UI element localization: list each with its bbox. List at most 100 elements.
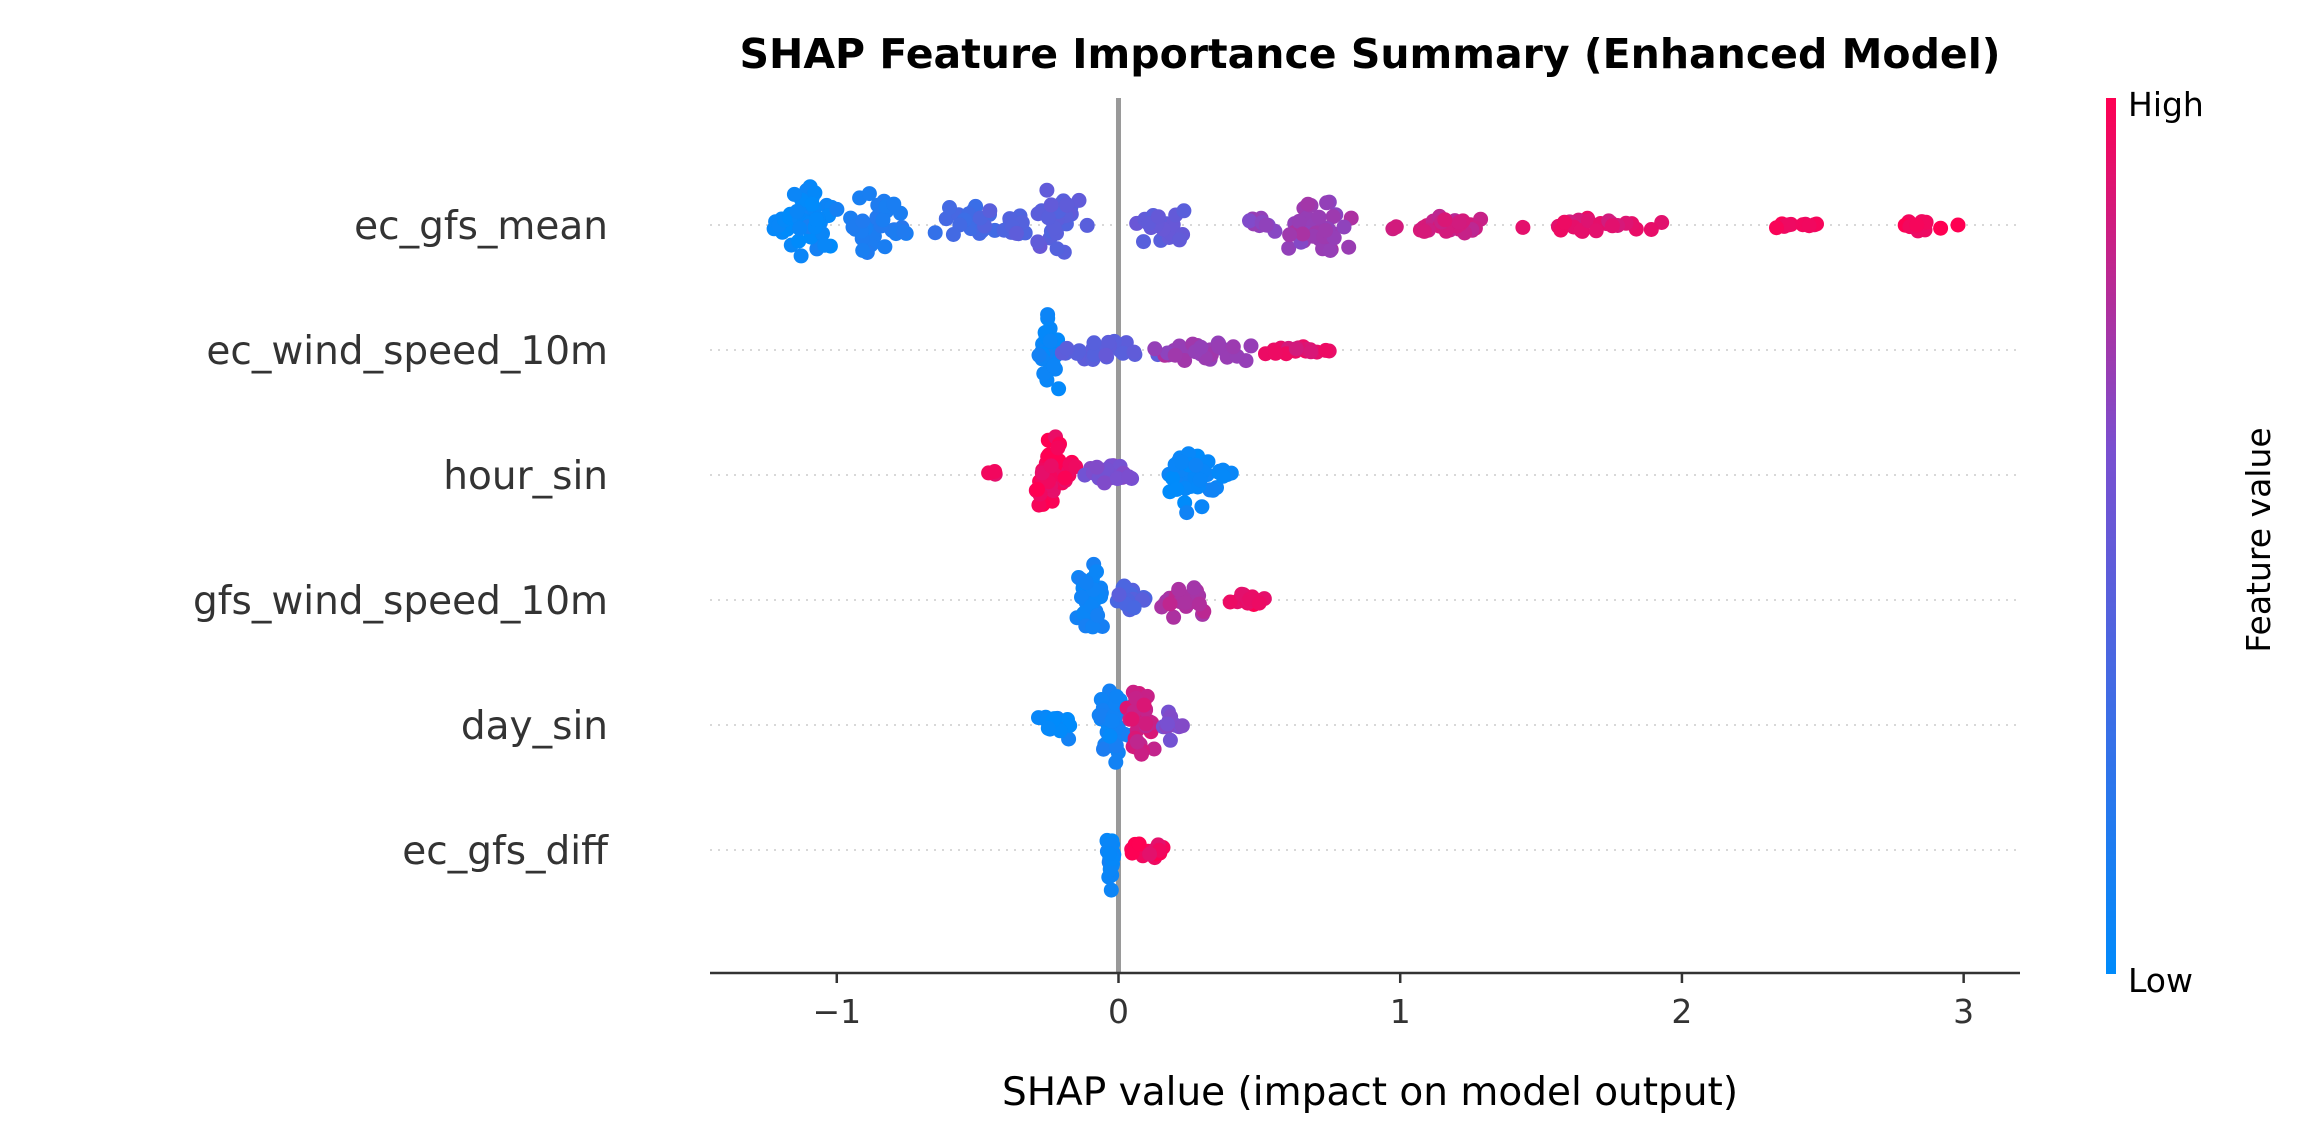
shap-point [1100,334,1116,350]
shap-point [1131,836,1147,852]
shap-point [1057,470,1073,486]
shap-point [1194,499,1210,515]
shap-point [1103,882,1119,898]
shap-point [1341,239,1357,255]
shap-point [1098,347,1114,363]
feature-points-ec_wind_speed_10m [1031,307,1337,397]
feature-labels: ec_gfs_mean ec_wind_speed_10m hour_sin gfs_… [193,204,609,874]
feature-label: day_sin [461,704,608,749]
shap-point [1108,754,1124,770]
shap-point [896,224,912,240]
shap-point [1030,234,1046,250]
shap-point [1192,472,1208,488]
x-tick-label: 0 [1108,992,1129,1031]
shap-point [1437,212,1453,228]
shap-point [1171,581,1187,597]
shap-point [1136,697,1152,713]
shap-point [1225,339,1241,355]
shap-point [1040,720,1056,736]
shap-point [1079,217,1095,233]
shap-point [786,186,802,202]
shap-point [1030,481,1045,497]
feature-points-ec_gfs_diff [1099,832,1171,898]
shap-point [1167,347,1183,363]
shap-point [1043,197,1059,213]
shap-point [1604,218,1620,234]
shap-point [1051,381,1067,397]
shap-point [1300,196,1316,212]
chart-title: SHAP Feature Importance Summary (Enhance… [739,30,2000,78]
shap-point [1115,345,1131,361]
shap-point [1188,457,1204,473]
shap-point [1074,589,1089,605]
shap-point [1288,341,1304,357]
shap-point [1096,741,1111,757]
shap-point [875,212,891,228]
shap-point [1176,203,1192,219]
shap-point [1281,240,1297,256]
shap-point [1191,596,1207,612]
shap-point [1129,734,1145,750]
shap-point [1336,219,1352,235]
shap-point [1138,716,1154,732]
shap-point [1089,459,1105,475]
feature-points-hour_sin [981,429,1239,521]
shap-point [1046,358,1062,374]
shap-point [1451,214,1467,230]
shap-point [855,243,871,258]
shap-point [1416,223,1432,239]
shap-point [1258,217,1274,233]
feature-points-day_sin [1031,683,1190,770]
shap-point [1121,469,1137,485]
colorbar-high-label: High [2128,85,2204,124]
shap-point [808,212,824,228]
shap-point [1172,232,1187,248]
shap-point [1282,227,1298,243]
shap-point [927,225,943,241]
shap-point [1104,713,1120,729]
feature-label: hour_sin [443,454,608,499]
shap-point [1071,192,1087,208]
shap-point [1126,344,1142,360]
shap-point [1291,213,1307,229]
shap-point [1322,243,1338,258]
shap-point [793,248,809,264]
shap-point [1251,595,1267,611]
feature-points-ec_gfs_mean [766,179,1966,264]
shap-point [1096,475,1112,491]
shap-point [1268,345,1284,361]
shap-point [1933,220,1949,236]
shap-point [855,213,871,229]
shap-point [1078,575,1094,591]
shap-point [791,233,807,249]
shap-point [1089,564,1104,580]
shap-point [1102,846,1117,862]
shap-point [829,201,845,217]
x-axis-label: SHAP value (impact on model output) [1002,1070,1738,1115]
shap-point [1086,335,1102,351]
shap-point [942,200,957,215]
shap-point [1169,481,1185,497]
shap-point [807,185,823,201]
feature-guide-lines [710,224,2020,851]
shap-point [1052,723,1068,739]
shap-point [1909,217,1925,233]
shap-point [1311,209,1327,225]
shap-point [1780,217,1796,233]
shap-point [1040,210,1056,226]
shap-point [1124,711,1140,727]
x-tick-label: 1 [1390,992,1411,1031]
shap-point [1147,341,1163,357]
shap-point [1102,728,1118,744]
shap-point [1111,587,1127,603]
shap-point [1109,471,1125,487]
feature-points-gfs_wind_speed_10m [1069,556,1272,635]
shap-point [1150,209,1166,225]
shap-point [1193,339,1209,355]
shap-point [1162,596,1178,612]
feature-label: gfs_wind_speed_10m [193,579,608,624]
colorbar [2106,98,2116,974]
shap-point [1303,344,1319,360]
shap-point [1162,732,1178,748]
